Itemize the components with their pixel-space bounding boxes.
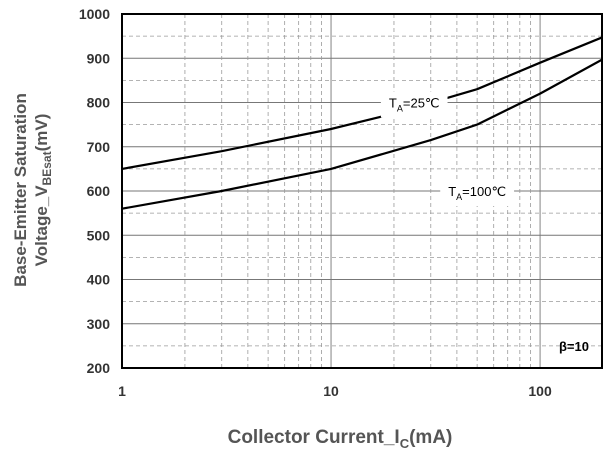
series-annotation-ta-100c: TA=100℃ xyxy=(440,180,515,206)
annotation-background xyxy=(440,180,515,206)
annotation-main: T xyxy=(448,184,456,199)
y-tick-label: 600 xyxy=(87,183,111,199)
x-axis-label-unit: (mA) xyxy=(409,427,452,448)
y-tick-label: 800 xyxy=(87,95,111,111)
grid xyxy=(121,13,603,369)
y-axis-label-line1: Base-Emitter Saturation xyxy=(11,93,30,287)
plot-frame xyxy=(121,13,603,369)
annotation-sub: A xyxy=(456,192,462,202)
annotation-main: T xyxy=(389,96,397,111)
x-tick-label: 1 xyxy=(118,383,126,399)
y-tick-label: 200 xyxy=(87,360,111,376)
series-line-ta-100c xyxy=(121,58,603,210)
y-tick-label: 900 xyxy=(87,50,111,66)
annotation-sub: A xyxy=(397,104,403,114)
y-tick-label: 1000 xyxy=(79,6,110,22)
y-tick-label: 400 xyxy=(87,272,111,288)
annotation-rest: =25℃ xyxy=(403,96,440,111)
x-tick-label: 100 xyxy=(528,383,552,399)
x-axis-label-sub: C xyxy=(400,436,410,450)
beta-note: β=10 xyxy=(559,339,589,354)
annotation-text: TA=25℃ xyxy=(389,96,440,114)
y-axis-label-line2: Voltage_VBEsat(mV) xyxy=(32,114,54,267)
annotations: TA=25℃TA=100℃ xyxy=(380,91,515,206)
x-tick-label: 10 xyxy=(323,383,339,399)
x-axis-label-main: Collector Current_I xyxy=(228,427,400,448)
annotation-rest: =100℃ xyxy=(462,184,506,199)
y-axis-label: Base-Emitter Saturation Voltage_VBEsat(m… xyxy=(11,93,54,287)
y-axis-label-line2-main: Voltage_V xyxy=(32,185,51,267)
series-annotation-ta-25c: TA=25℃ xyxy=(380,91,448,118)
x-tick-labels: 1 10 100 xyxy=(118,383,552,399)
annotation-background xyxy=(380,91,448,118)
y-tick-label: 700 xyxy=(87,139,111,155)
plot-border xyxy=(121,13,603,369)
annotation-text: TA=100℃ xyxy=(448,184,506,202)
x-axis-label: Collector Current_IC(mA) xyxy=(228,427,453,450)
y-axis-label-line2-unit: (mV) xyxy=(32,114,51,152)
y-tick-label: 300 xyxy=(87,316,111,332)
y-tick-label: 500 xyxy=(87,227,111,243)
y-axis-label-line2-sub: BEsat xyxy=(40,151,54,185)
y-tick-labels: 200 300 400 500 600 700 800 900 1000 xyxy=(79,6,110,376)
